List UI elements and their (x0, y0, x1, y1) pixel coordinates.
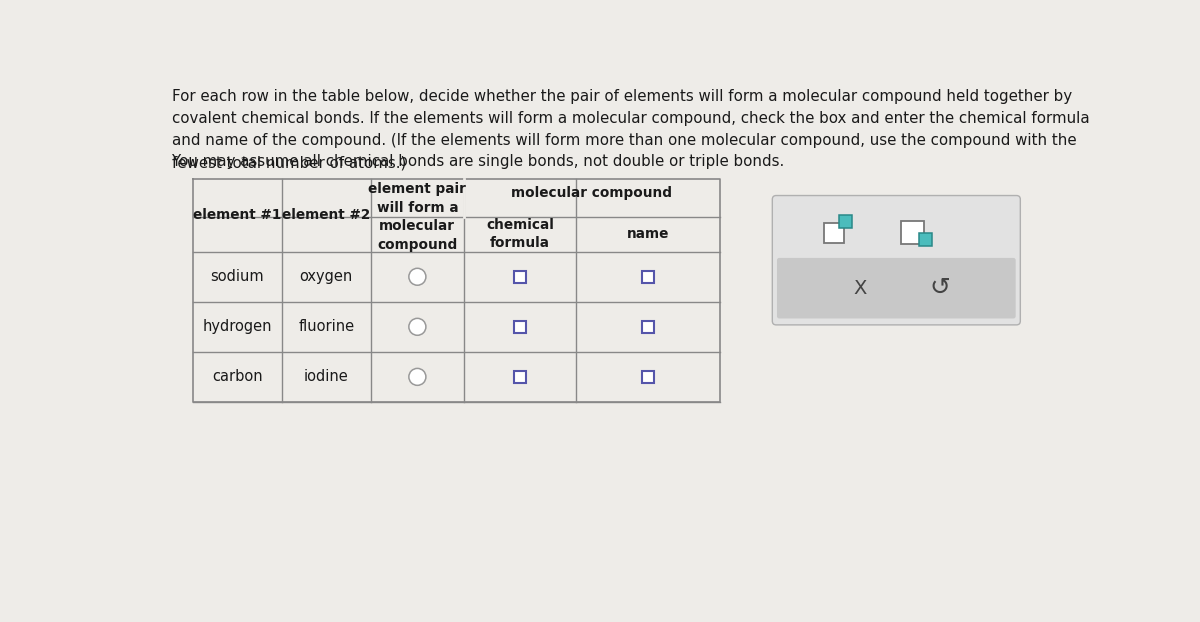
Text: X: X (853, 279, 866, 298)
Circle shape (409, 368, 426, 386)
FancyBboxPatch shape (514, 321, 527, 333)
Text: molecular compound: molecular compound (511, 187, 672, 200)
Text: chemical
formula: chemical formula (486, 218, 554, 250)
Text: iodine: iodine (304, 369, 349, 384)
Text: sodium: sodium (210, 269, 264, 284)
FancyBboxPatch shape (514, 371, 527, 383)
FancyBboxPatch shape (901, 221, 924, 244)
Text: element pair
will form a
molecular
compound: element pair will form a molecular compo… (368, 182, 467, 252)
FancyBboxPatch shape (919, 233, 932, 246)
Text: element #1: element #1 (193, 208, 281, 222)
Text: fluorine: fluorine (299, 319, 354, 334)
Text: oxygen: oxygen (300, 269, 353, 284)
FancyBboxPatch shape (642, 271, 654, 283)
FancyBboxPatch shape (642, 371, 654, 383)
Text: carbon: carbon (212, 369, 263, 384)
Circle shape (409, 318, 426, 335)
Text: hydrogen: hydrogen (203, 319, 272, 334)
Text: element #2: element #2 (282, 208, 371, 222)
FancyBboxPatch shape (642, 321, 654, 333)
Circle shape (409, 268, 426, 285)
Text: name: name (626, 228, 670, 241)
Text: For each row in the table below, decide whether the pair of elements will form a: For each row in the table below, decide … (172, 88, 1090, 170)
Text: ↺: ↺ (929, 276, 950, 300)
FancyBboxPatch shape (824, 223, 845, 243)
FancyBboxPatch shape (773, 195, 1020, 325)
FancyBboxPatch shape (839, 215, 852, 228)
Text: You may assume all chemical bonds are single bonds, not double or triple bonds.: You may assume all chemical bonds are si… (172, 154, 784, 169)
FancyBboxPatch shape (514, 271, 527, 283)
FancyBboxPatch shape (776, 258, 1015, 318)
